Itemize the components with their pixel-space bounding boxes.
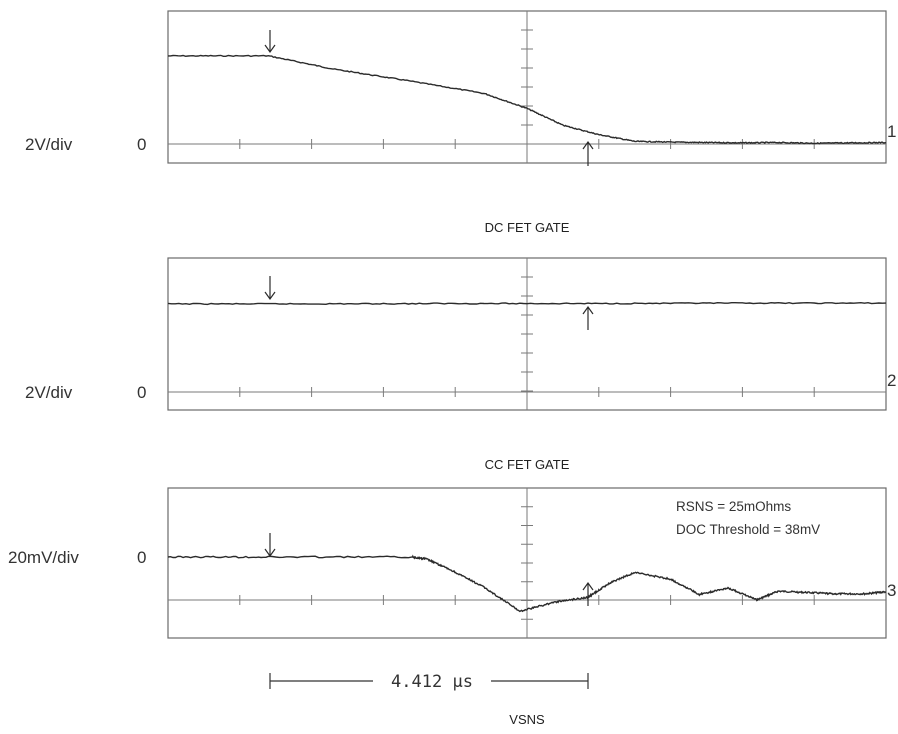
panel-3-scale-label: 20mV/div bbox=[8, 548, 79, 567]
panel-1-zero-label: 0 bbox=[137, 135, 146, 154]
time-measurement-value: 4.412 µs bbox=[391, 672, 473, 692]
panel-3-annotation-doc-threshold: DOC Threshold = 38mV bbox=[676, 522, 820, 537]
bottom-caption: VSNS bbox=[509, 712, 545, 727]
panel-3-channel-number: 3 bbox=[887, 581, 896, 600]
panel-2-cursor-arrow-up bbox=[582, 305, 594, 330]
time-measurement bbox=[269, 673, 589, 689]
panel-3-zero-label: 0 bbox=[137, 548, 146, 567]
panel-1-trigger-arrow-down bbox=[264, 30, 276, 54]
panel-2-scale-label: 2V/div bbox=[25, 383, 73, 402]
panel-1-channel-number: 1 bbox=[887, 122, 896, 141]
panel-1-ticks bbox=[239, 29, 815, 149]
panel-2: 2V/div 0 2 CC FET GATE bbox=[25, 257, 896, 472]
panel-1-trace bbox=[168, 54, 887, 145]
panel-3-annotation-rsns: RSNS = 25mOhms bbox=[676, 499, 791, 514]
panel-3: 20mV/div 0 3 RSNS = 25mOhms DOC Threshol… bbox=[8, 487, 896, 639]
panel-3-ticks bbox=[239, 506, 815, 620]
panel-2-trace bbox=[167, 301, 887, 306]
panel-3-cursor-arrow-up bbox=[582, 581, 594, 606]
panel-1-cursor-arrow-up bbox=[582, 140, 594, 166]
panel-1-scale-label: 2V/div bbox=[25, 135, 73, 154]
panel-2-channel-number: 2 bbox=[887, 371, 896, 390]
panel-3-trigger-arrow-down bbox=[264, 533, 276, 558]
panel-3-trace bbox=[167, 554, 887, 613]
panel-2-caption: CC FET GATE bbox=[485, 457, 570, 472]
panel-1: 2V/div 0 1 DC FET GATE bbox=[25, 10, 896, 235]
panel-2-ticks bbox=[239, 276, 815, 397]
panel-1-caption: DC FET GATE bbox=[485, 220, 570, 235]
panel-2-trigger-arrow-down bbox=[264, 276, 276, 301]
panel-2-zero-label: 0 bbox=[137, 383, 146, 402]
